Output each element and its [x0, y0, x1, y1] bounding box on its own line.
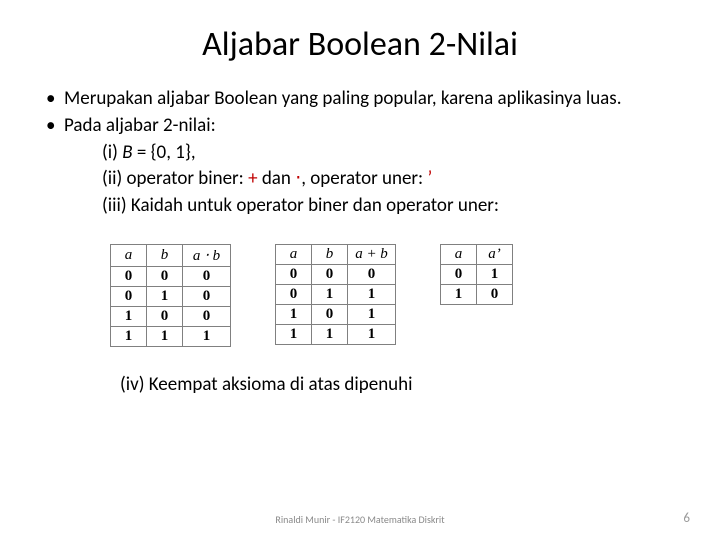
not-table: aa’ 01 10	[440, 244, 513, 305]
table-row: 111	[276, 324, 396, 344]
table-row: 000	[276, 264, 396, 284]
table-row: 01	[441, 264, 513, 284]
col-a: a	[276, 244, 312, 264]
prime-operator: ’	[427, 167, 432, 190]
bullet-list: Merupakan aljabar Boolean yang paling po…	[38, 87, 682, 138]
page-title: Aljabar Boolean 2-Nilai	[38, 24, 682, 65]
table-row: 101	[276, 304, 396, 324]
footer-text: Rinaldi Munir - IF2120 Matematika Diskri…	[0, 513, 720, 526]
sub-iv: (iv) Keempat aksioma di atas dipenuhi	[38, 373, 682, 396]
bullet-1: Merupakan aljabar Boolean yang paling po…	[46, 87, 682, 112]
table-row: 010	[111, 286, 231, 306]
col-aprime: a’	[477, 244, 513, 264]
tables-row: aba ⋅ b 000 010 100 111 aba + b 000 011 …	[110, 244, 682, 347]
table-row: 10	[441, 284, 513, 304]
plus-operator: +	[248, 167, 257, 190]
sub-i-var: B	[122, 141, 132, 164]
sub-i-rest: = {0, 1},	[133, 141, 196, 164]
sub-list: (i) B = {0, 1}, (ii) operator biner: + d…	[38, 140, 682, 217]
col-a: a	[441, 244, 477, 264]
sub-i-label: (i)	[102, 141, 118, 164]
table-row: 000	[111, 266, 231, 286]
table-row: 011	[276, 284, 396, 304]
and-table: aba ⋅ b 000 010 100 111	[110, 244, 231, 347]
sub-ii-sep: , operator uner:	[301, 167, 427, 190]
sub-ii: (ii) operator biner: + dan ⋅, operator u…	[102, 166, 682, 191]
col-b: b	[312, 244, 348, 264]
page-number: 6	[683, 511, 690, 526]
table-row: aa’	[441, 244, 513, 264]
sub-iii: (iii) Kaidah untuk operator biner dan op…	[102, 193, 682, 218]
table-row: aba + b	[276, 244, 396, 264]
slide: Aljabar Boolean 2-Nilai Merupakan aljaba…	[0, 0, 720, 540]
sub-i: (i) B = {0, 1},	[102, 140, 682, 165]
or-table: aba + b 000 011 101 111	[275, 244, 396, 345]
table-row: aba ⋅ b	[111, 244, 231, 266]
sub-ii-mid: dan	[258, 167, 296, 190]
table-row: 111	[111, 326, 231, 346]
col-ab: a ⋅ b	[183, 244, 231, 266]
col-a: a	[111, 244, 147, 266]
col-b: b	[147, 244, 183, 266]
col-aplusb: a + b	[348, 244, 396, 264]
table-row: 100	[111, 306, 231, 326]
bullet-2: Pada aljabar 2-nilai:	[46, 114, 682, 139]
sub-ii-label: (ii) operator biner:	[102, 167, 248, 190]
